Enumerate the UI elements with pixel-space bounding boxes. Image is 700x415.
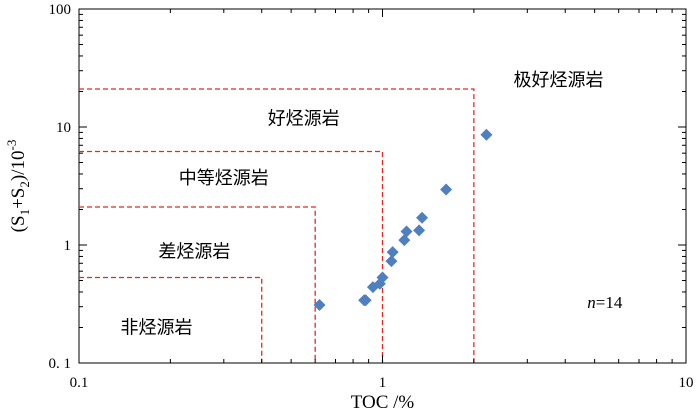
data-point — [416, 211, 429, 224]
boundary-line — [79, 206, 316, 363]
sample-count-annotation: n=14 — [587, 293, 623, 312]
y-axis-title-part: +S — [8, 188, 29, 209]
x-tick-label: 1 — [379, 375, 387, 391]
y-axis-title-part: -3 — [4, 140, 19, 151]
region-label: 中等烃源岩 — [179, 168, 269, 189]
data-point — [440, 183, 453, 196]
y-axis-title-part: 2 — [17, 181, 32, 188]
data-point — [386, 246, 399, 259]
annotation-value: =14 — [596, 293, 623, 312]
y-axis-title-part: )/10 — [8, 151, 29, 182]
data-point — [385, 255, 398, 268]
x-axis-title: TOC /% — [351, 392, 415, 413]
y-tick-label: 0. 1 — [49, 356, 72, 372]
data-point — [376, 271, 389, 284]
region-label: 好烃源岩 — [268, 109, 340, 130]
y-tick-label: 10 — [56, 120, 71, 136]
y-axis-title: (S1+S2)/10-3 — [4, 140, 32, 233]
y-tick-label: 1 — [64, 238, 72, 254]
axis-ticks: 0.1 1 10 0. 1 1 10 100 — [49, 2, 694, 391]
annotation-n: n — [587, 293, 596, 312]
region-label: 非烃源岩 — [120, 317, 192, 338]
region-label: 差烃源岩 — [158, 242, 230, 263]
y-axis-title-part: 1 — [17, 209, 32, 216]
data-point — [413, 224, 426, 237]
data-points — [313, 128, 493, 312]
region-labels: 非烃源岩 差烃源岩 中等烃源岩 好烃源岩 极好烃源岩 — [120, 70, 603, 338]
boundary-line — [79, 150, 384, 363]
data-point — [359, 294, 372, 307]
boundary-lines — [79, 88, 475, 363]
data-point — [313, 299, 326, 312]
boundary-line — [79, 276, 263, 363]
y-axis-title-part: (S — [8, 215, 29, 232]
data-point — [480, 128, 493, 141]
x-tick-label: 10 — [679, 375, 694, 391]
x-tick-label: 0.1 — [70, 375, 89, 391]
data-point — [398, 234, 411, 247]
y-tick-label: 100 — [49, 2, 72, 18]
region-label: 极好烃源岩 — [513, 70, 603, 91]
data-point — [400, 225, 413, 238]
boundary-line — [79, 88, 475, 363]
